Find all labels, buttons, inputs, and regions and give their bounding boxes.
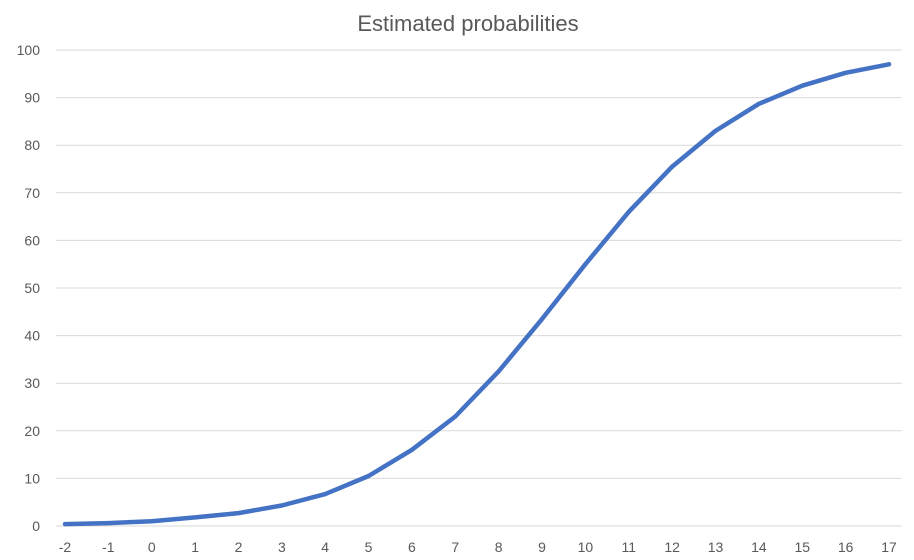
data-point [887, 62, 891, 67]
data-point [63, 522, 67, 527]
data-point [409, 447, 414, 452]
data-point [496, 369, 501, 374]
x-tick-label: 10 [578, 539, 594, 555]
x-tick-label: 17 [881, 539, 897, 555]
x-tick-label: 9 [538, 539, 546, 555]
x-tick-label: 13 [708, 539, 724, 555]
x-tick-label: 14 [751, 539, 767, 555]
series-layer [62, 62, 892, 527]
x-tick-label: 11 [622, 539, 637, 555]
y-tick-label: 40 [24, 328, 40, 344]
y-tick-label: 60 [24, 232, 40, 248]
y-tick-label: 70 [24, 185, 40, 201]
y-tick-label: 10 [24, 470, 40, 486]
x-tick-label: 2 [235, 539, 243, 555]
x-tick-label: 12 [664, 539, 680, 555]
y-axis-labels: 0 10 20 30 40 50 60 70 80 90 100 [17, 42, 41, 534]
y-tick-label: 30 [24, 375, 40, 391]
data-point [583, 262, 588, 267]
data-point [106, 521, 111, 526]
series-line-0 [62, 62, 892, 527]
data-point [843, 70, 848, 75]
x-tick-label: 15 [794, 539, 810, 555]
x-tick-label: -1 [102, 539, 115, 555]
y-tick-label: 80 [24, 137, 40, 153]
data-point [626, 209, 631, 214]
data-point [713, 128, 718, 133]
x-tick-label: 3 [278, 539, 286, 555]
y-tick-label: 0 [32, 518, 40, 534]
x-tick-label: 0 [148, 539, 156, 555]
gridlines [56, 49, 902, 527]
x-tick-label: 16 [838, 539, 854, 555]
y-tick-label: 50 [24, 280, 40, 296]
data-point [756, 101, 761, 106]
data-point [149, 519, 154, 524]
data-point [800, 83, 805, 88]
x-tick-label: 4 [321, 539, 329, 555]
data-point [279, 503, 284, 508]
data-point [366, 474, 371, 479]
data-point [453, 414, 458, 419]
y-tick-label: 100 [17, 42, 41, 58]
data-point [193, 515, 198, 520]
data-point [540, 316, 545, 321]
x-tick-label: 8 [495, 539, 503, 555]
x-tick-label: -2 [59, 539, 72, 555]
x-tick-label: 6 [408, 539, 416, 555]
data-point [236, 511, 241, 516]
chart-title: Estimated probabilities [357, 11, 578, 36]
data-point [670, 164, 675, 169]
x-tick-label: 5 [365, 539, 373, 555]
y-tick-label: 90 [24, 90, 40, 106]
x-tick-label: 7 [451, 539, 459, 555]
x-axis-labels: -2 -1 0 1 2 3 4 5 6 7 8 9 10 11 12 13 14 15 16 17 [59, 539, 897, 555]
y-tick-label: 20 [24, 423, 40, 439]
x-tick-label: 1 [191, 539, 199, 555]
data-point [323, 492, 328, 497]
